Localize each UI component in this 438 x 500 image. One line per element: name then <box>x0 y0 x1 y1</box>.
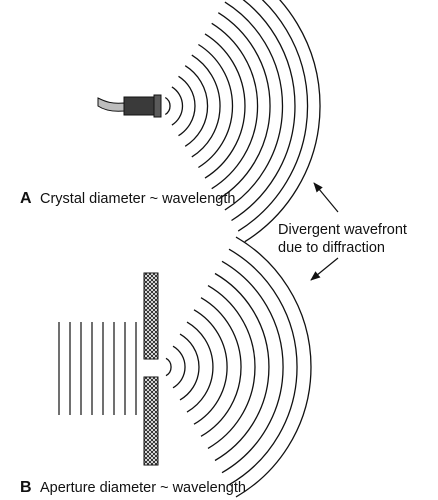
wavefront-arc-a <box>204 33 246 179</box>
wavefront-arc-a <box>171 86 184 126</box>
divergent-wavefronts-a <box>164 0 321 243</box>
wavefront-arc-b <box>214 272 270 462</box>
transducer-cable <box>97 97 125 112</box>
wavefront-arc-b <box>165 357 172 377</box>
wavefront-arc-a <box>178 75 196 137</box>
wavefront-arc-b <box>221 260 284 474</box>
arrow-to-wavefront-b <box>310 257 339 281</box>
wavefront-arc-b <box>228 248 298 486</box>
wavefront-arc-b <box>179 333 200 401</box>
annotation-line-2: due to diffraction <box>278 240 385 256</box>
arrow-to-wavefront-a <box>313 182 339 213</box>
divergent-wavefronts-b <box>165 236 312 498</box>
wavefront-arc-a <box>164 96 171 116</box>
wavefront-arc-b <box>235 236 312 498</box>
wavefront-arc-a <box>211 22 259 190</box>
wavefront-arc-a <box>198 43 234 169</box>
wavefront-arc-a <box>224 1 284 211</box>
wavefront-arc-a <box>184 65 209 147</box>
panel-b-caption: Aperture diameter ~ wavelength <box>40 480 246 496</box>
wavefront-arc-b <box>193 309 228 425</box>
transducer-face <box>153 94 162 118</box>
panel-a-letter: A <box>20 190 32 207</box>
plane-wavefronts <box>58 322 137 415</box>
wavefront-arc-a <box>217 12 271 200</box>
transducer-body <box>123 96 155 116</box>
barrier-lower <box>143 376 159 466</box>
wavefront-arc-a <box>231 0 296 222</box>
wavefront-arc-b <box>207 285 256 449</box>
barrier-upper <box>143 272 159 360</box>
transducer-icon <box>97 94 162 118</box>
panel-b-letter: B <box>20 479 32 496</box>
wavefront-arc-b <box>172 345 186 389</box>
wavefront-arc-a <box>237 0 309 232</box>
wavefront-arc-a <box>191 54 221 158</box>
panel-a-caption: Crystal diameter ~ wavelength <box>40 191 235 207</box>
wavefront-arc-a <box>244 0 321 243</box>
wavefront-arc-b <box>200 297 242 437</box>
wavefront-arc-b <box>186 321 214 413</box>
annotation-line-1: Divergent wavefront <box>278 222 407 238</box>
